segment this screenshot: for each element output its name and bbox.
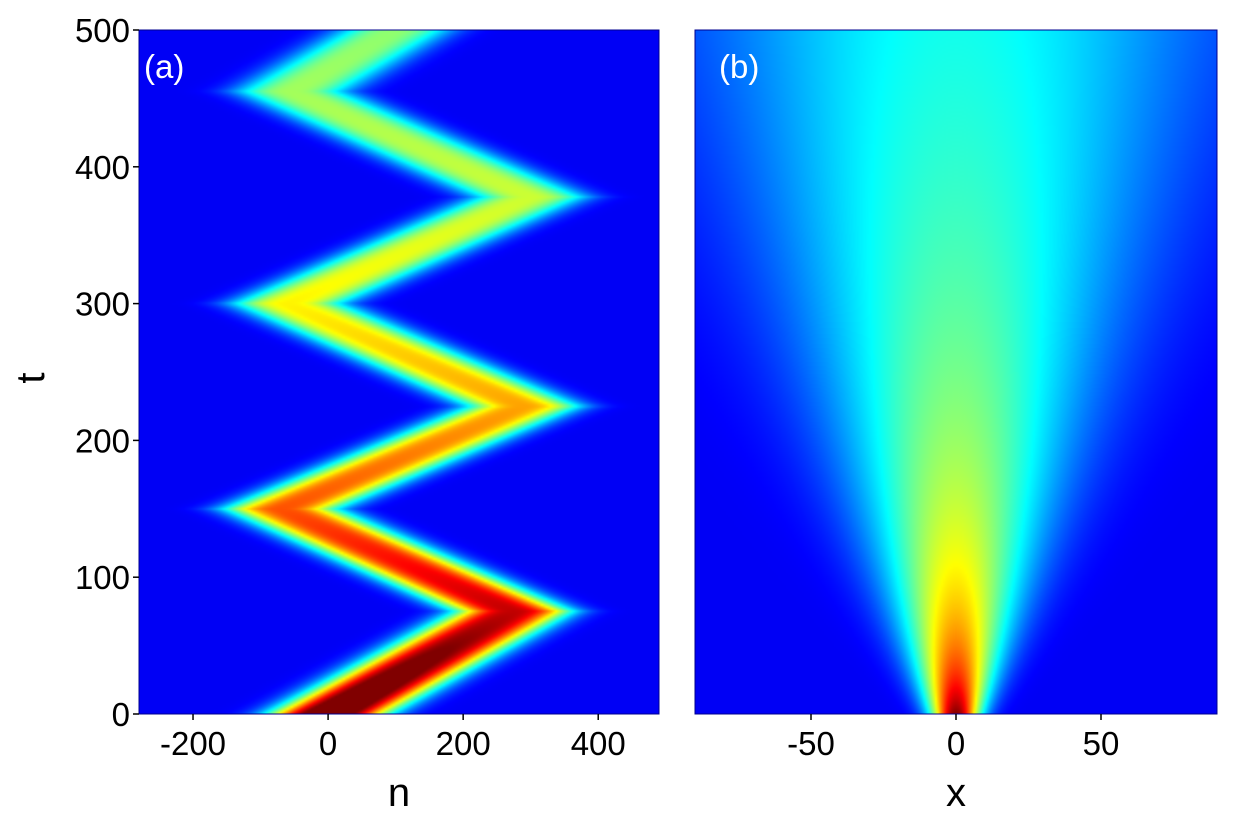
- panel-a-heatmap: [139, 30, 659, 714]
- panel-b: (b) -50 0 50 x: [694, 29, 1218, 815]
- x-tick-label: 200: [436, 725, 491, 762]
- x-tick-label: 400: [571, 725, 626, 762]
- panel-a-x-axis-label: n: [388, 771, 410, 815]
- panel-b-heatmap: [695, 30, 1217, 714]
- y-tick-label: 300: [75, 286, 130, 323]
- y-tick-label: 400: [75, 149, 130, 186]
- y-tick-label: 200: [75, 422, 130, 459]
- panel-a: (a) -200 0 200 400 0 100 200 300 400 500 n t: [9, 12, 660, 815]
- x-tick-label: -200: [160, 725, 226, 762]
- panel-a-y-axis-label: t: [9, 372, 53, 383]
- x-tick-label: 0: [947, 725, 965, 762]
- x-tick-label: 0: [319, 725, 337, 762]
- panel-b-x-ticks: -50 0 50: [787, 714, 1119, 762]
- x-tick-label: 50: [1083, 725, 1120, 762]
- panel-a-frame: [138, 29, 660, 715]
- y-tick-label: 0: [112, 696, 130, 733]
- y-tick-label: 100: [75, 559, 130, 596]
- panel-b-x-axis-label: x: [946, 771, 966, 815]
- panel-b-label: (b): [719, 48, 759, 85]
- x-tick-label: -50: [787, 725, 835, 762]
- panel-a-label: (a): [144, 48, 184, 85]
- panel-a-x-ticks: -200 0 200 400: [160, 714, 626, 762]
- panel-a-y-ticks: 0 100 200 300 400 500: [75, 12, 139, 733]
- y-tick-label: 500: [75, 12, 130, 49]
